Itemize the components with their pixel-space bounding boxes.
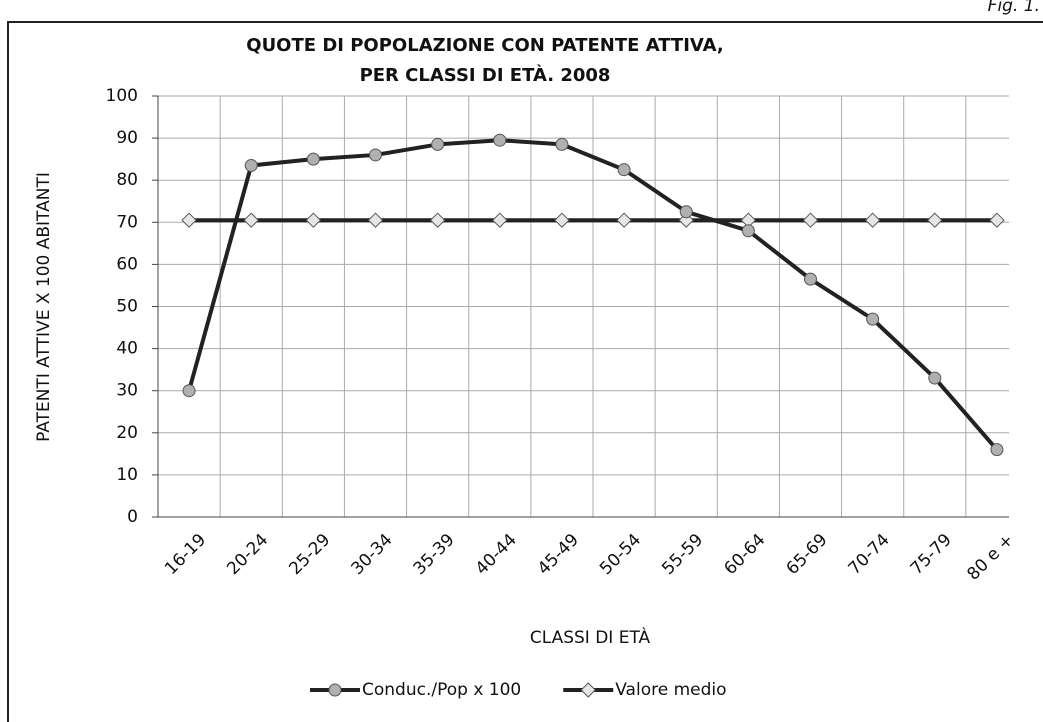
marker: [306, 152, 320, 166]
marker: [580, 682, 596, 698]
marker: [617, 163, 631, 177]
x-tick-label: 50-54: [596, 530, 645, 579]
marker: [866, 312, 880, 326]
marker: [493, 133, 507, 147]
chart-title: PER CLASSI DI ETÀ. 2008: [360, 64, 611, 86]
marker: [181, 212, 197, 228]
marker: [492, 212, 508, 228]
marker: [555, 137, 569, 151]
y-tick-label: 80: [116, 170, 138, 190]
y-tick-label: 100: [106, 86, 138, 106]
y-tick-label: 30: [116, 381, 138, 401]
marker: [616, 212, 632, 228]
x-tick-label: 80 e +: [963, 530, 1018, 585]
line: [187, 138, 999, 451]
legend-label: Conduc./Pop x 100: [362, 680, 521, 700]
marker: [741, 224, 755, 238]
marker: [244, 158, 258, 172]
marker: [804, 272, 817, 286]
marker: [328, 683, 342, 697]
y-tick-label: 20: [116, 423, 138, 443]
marker: [367, 212, 384, 228]
marker: [369, 148, 382, 162]
chart-title: QUOTE DI POPOLAZIONE CON PATENTE ATTIVA,: [246, 35, 723, 56]
marker: [431, 137, 445, 151]
x-tick-label: 20-24: [223, 530, 272, 579]
marker: [554, 212, 570, 228]
x-tick-label: 45-49: [534, 530, 583, 579]
marker: [802, 212, 819, 228]
y-axis-title: PATENTI ATTIVE X 100 ABITANTI: [34, 172, 54, 442]
x-axis-title: CLASSI DI ETÀ: [530, 626, 651, 648]
plot: [158, 95, 1009, 518]
x-tick-label: 25-29: [285, 530, 334, 579]
x-tick-label: 35-39: [410, 530, 459, 579]
legend-label: Valore medio: [615, 680, 726, 700]
y-tick-label: 70: [116, 212, 138, 232]
marker: [864, 212, 881, 228]
marker: [928, 371, 942, 385]
marker: [243, 212, 259, 228]
y-tick-label: 10: [116, 465, 138, 485]
x-tick-label: 75-79: [907, 530, 956, 579]
x-tick-label: 55-59: [658, 530, 707, 579]
marker: [990, 443, 1004, 457]
y-tick-label: 90: [116, 128, 138, 148]
y-tick-label: 60: [116, 254, 138, 274]
marker: [927, 212, 943, 228]
x-tick-label: 65-69: [782, 530, 831, 579]
marker: [989, 212, 1005, 228]
x-tick-label: 16-19: [161, 530, 210, 579]
frame: [7, 21, 1043, 722]
x-tick-label: 30-34: [347, 530, 396, 579]
marker: [305, 212, 322, 228]
fig-label: Fig. 1.: [988, 0, 1040, 16]
y-tick-label: 40: [116, 339, 138, 359]
x-tick-label: 60-64: [720, 530, 769, 579]
marker: [679, 205, 693, 219]
marker: [182, 384, 196, 398]
y-tick-label: 50: [116, 297, 138, 317]
marker: [429, 212, 446, 228]
x-tick-label: 40-44: [472, 530, 521, 579]
y-tick-label: 0: [127, 507, 138, 527]
x-tick-label: 70-74: [845, 530, 894, 579]
